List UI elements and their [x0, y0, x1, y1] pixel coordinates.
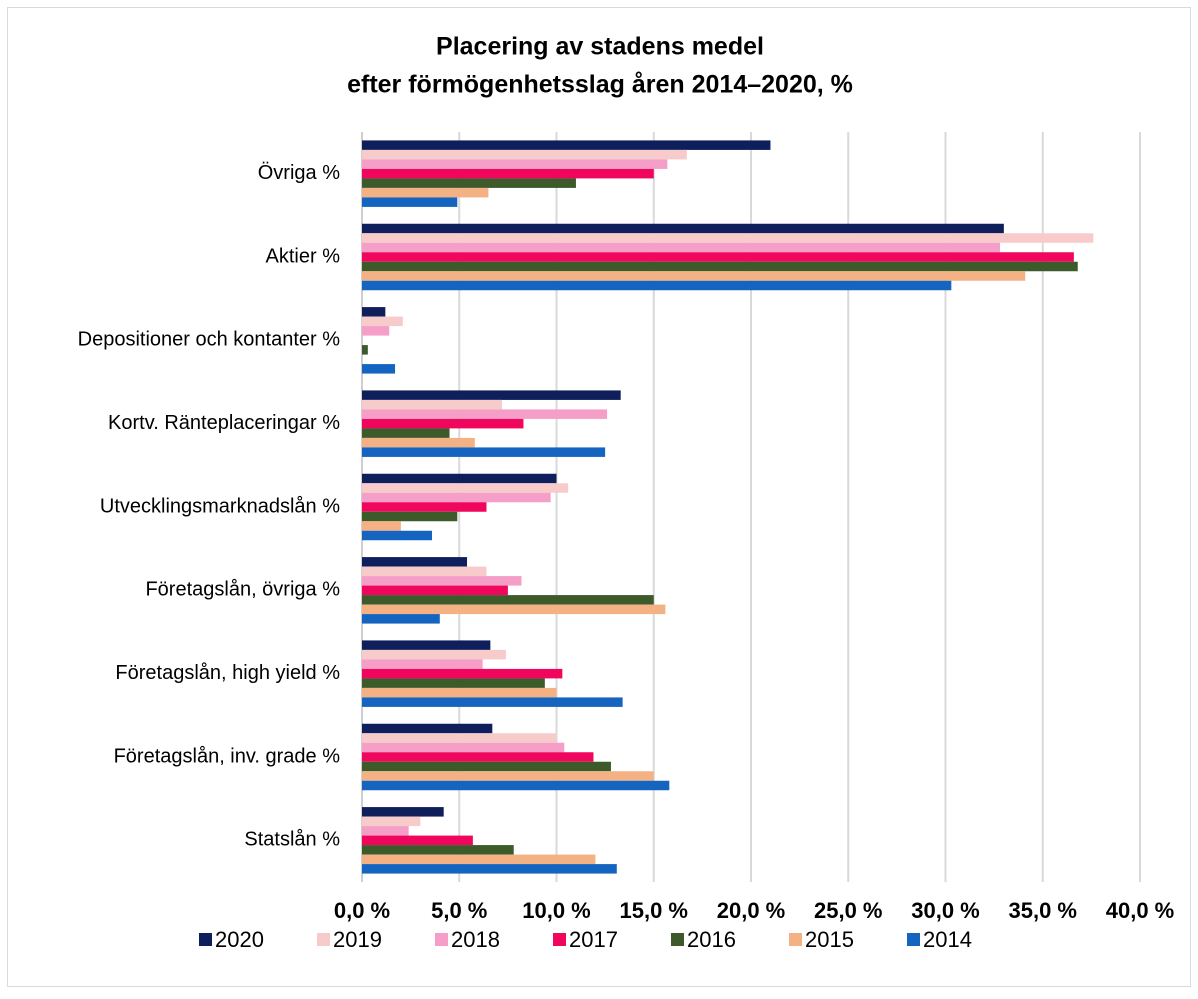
bar [362, 585, 508, 596]
x-tick-label: 40,0 % [1106, 898, 1175, 923]
y-tick-label: Aktier % [266, 245, 341, 267]
bar [362, 864, 617, 874]
legend-label: 2015 [805, 927, 854, 952]
bar [362, 854, 596, 865]
bar [362, 595, 654, 605]
x-tick-label: 0,0 % [334, 898, 390, 923]
bar [362, 447, 606, 457]
chart-subtitle: efter förmögenhetsslag åren 2014–2020, % [347, 71, 853, 99]
bar [362, 140, 771, 150]
bar [362, 159, 668, 169]
legend-swatch [435, 933, 448, 946]
bar [362, 187, 489, 198]
bar [362, 668, 563, 679]
y-tick-label: Kortv. Ränteplaceringar % [108, 412, 340, 434]
bar [362, 678, 545, 688]
bar [362, 604, 666, 615]
y-tick-label: Statslån % [244, 829, 340, 851]
x-tick-label: 15,0 % [620, 898, 689, 923]
bar [362, 149, 687, 160]
bar [362, 807, 444, 817]
bar [362, 261, 1078, 272]
legend-label: 2018 [451, 927, 500, 952]
x-tick-label: 10,0 % [522, 898, 591, 923]
bar [362, 771, 654, 781]
bar [362, 659, 483, 669]
x-tick-label: 25,0 % [814, 898, 883, 923]
legend-label: 2019 [333, 927, 382, 952]
x-tick-label: 5,0 % [431, 898, 487, 923]
legend-label: 2017 [569, 927, 618, 952]
y-tick-label: Företagslån, övriga % [145, 579, 340, 601]
bar [362, 492, 551, 503]
bar [362, 845, 514, 855]
bar [362, 614, 440, 624]
bar [362, 835, 473, 846]
chart-title: Placering av stadens medel [436, 33, 764, 61]
bar [362, 233, 1094, 243]
bar [362, 697, 623, 707]
bar [362, 733, 557, 743]
y-tick-label: Övriga % [258, 162, 340, 184]
bar [362, 530, 433, 541]
y-tick-label: Företagslån, high yield % [115, 662, 340, 684]
bar [362, 576, 522, 586]
legend-label: 2014 [923, 927, 972, 952]
bar [362, 390, 621, 400]
legend-label: 2020 [215, 927, 264, 952]
bar [362, 521, 401, 531]
bar [362, 502, 487, 512]
legend-swatch [553, 933, 566, 946]
bar [362, 223, 1004, 234]
bar [362, 364, 396, 374]
bar [362, 742, 565, 753]
bar [362, 723, 493, 734]
bar [362, 280, 952, 291]
bar [362, 197, 458, 207]
y-tick-label: Utvecklingsmarknadslån % [100, 495, 340, 517]
x-tick-label: 20,0 % [717, 898, 786, 923]
bar [362, 345, 368, 355]
x-tick-label: 35,0 % [1009, 898, 1078, 923]
legend-swatch [317, 933, 330, 946]
bar [362, 242, 1000, 253]
bar [362, 428, 450, 438]
bar [362, 168, 654, 179]
bar [362, 307, 386, 317]
bar [362, 178, 576, 188]
bar [362, 271, 1026, 281]
bar [362, 326, 390, 336]
legend-swatch [907, 933, 920, 946]
y-tick-label: Depositioner och kontanter % [78, 329, 341, 351]
bar [362, 483, 569, 493]
bar [362, 640, 491, 650]
x-tick-label: 30,0 % [911, 898, 980, 923]
legend-swatch [199, 933, 212, 946]
legend-swatch [671, 933, 684, 946]
bar [362, 473, 557, 484]
bar [362, 826, 409, 836]
bar [362, 687, 557, 698]
bar [362, 566, 487, 577]
bar [362, 409, 608, 419]
bar [362, 418, 524, 429]
bar [362, 761, 611, 772]
bar [362, 316, 403, 327]
bar [362, 252, 1074, 262]
legend-label: 2016 [687, 927, 736, 952]
bar [362, 752, 594, 762]
bar [362, 557, 468, 567]
legend-swatch [789, 933, 802, 946]
y-tick-label: Företagslån, inv. grade % [114, 745, 341, 767]
bar [362, 511, 458, 522]
bar [362, 816, 421, 827]
bar [362, 399, 503, 410]
bar [362, 437, 475, 448]
bar [362, 649, 506, 660]
bar [362, 780, 670, 791]
